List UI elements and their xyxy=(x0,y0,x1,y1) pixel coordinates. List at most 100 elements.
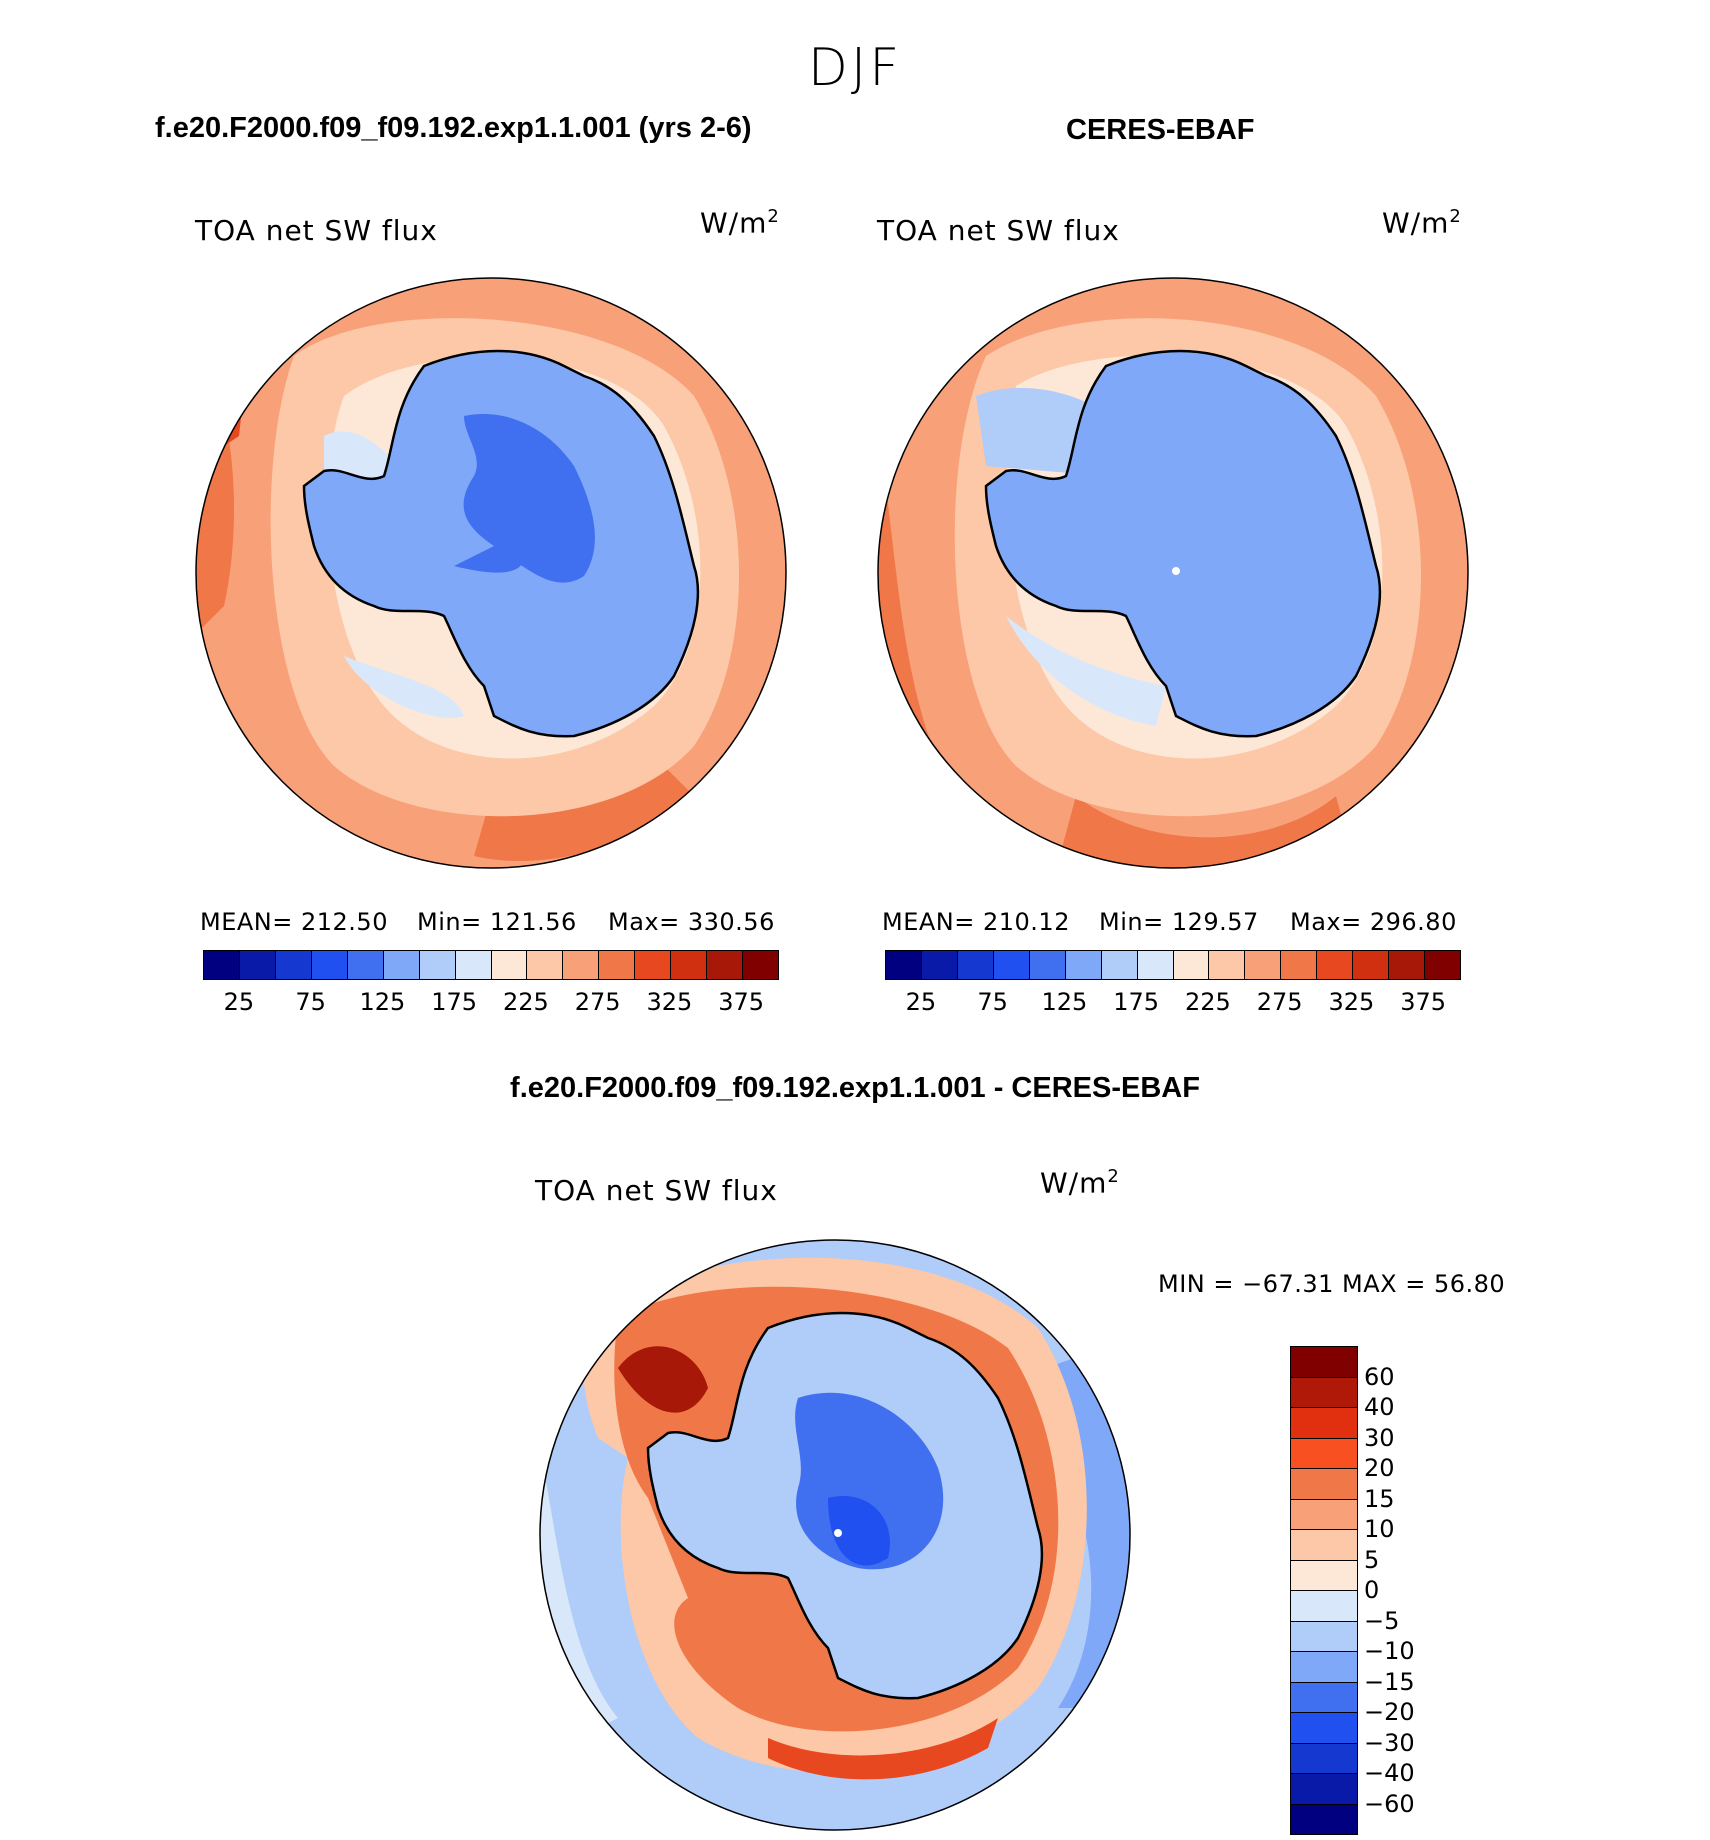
right-min-stat: Min= 129.57 xyxy=(1099,908,1259,936)
right-panel-title: CERES-EBAF xyxy=(1066,114,1255,146)
left-colorbar-swatch-0 xyxy=(204,951,240,979)
left-colorbar-swatch-13 xyxy=(671,951,708,979)
diff-colorbar-label: −30 xyxy=(1364,1728,1415,1757)
right-colorbar-swatch-4 xyxy=(1029,951,1066,979)
right-colorbar-swatch-12 xyxy=(1317,951,1354,979)
right-polar-map xyxy=(877,277,1469,869)
diff-panel-title: f.e20.F2000.f09_f09.192.exp1.1.001 - CER… xyxy=(510,1072,1200,1104)
right-colorbar-tick-label: 225 xyxy=(1184,988,1231,1016)
diff-colorbar-label: −40 xyxy=(1364,1759,1415,1787)
left-colorbar-swatch-14 xyxy=(707,951,744,979)
right-colorbar-tick-label: 25 xyxy=(905,988,937,1016)
diff-colorbar-label: 40 xyxy=(1364,1393,1395,1421)
season-title: DJF xyxy=(807,38,903,98)
right-colorbar-swatch-15 xyxy=(1425,951,1460,979)
diff-colorbar-label: −60 xyxy=(1364,1789,1415,1818)
left-colorbar-swatch-7 xyxy=(455,951,492,979)
right-colorbar-tick-label: 125 xyxy=(1041,988,1088,1016)
right-colorbar-swatch-13 xyxy=(1353,951,1390,979)
left-colorbar-tick-label: 275 xyxy=(574,988,621,1016)
right-colorbar-tick-label: 275 xyxy=(1256,988,1303,1016)
right-colorbar-swatch-0 xyxy=(886,951,922,979)
left-colorbar-swatch-6 xyxy=(419,951,456,979)
diff-colorbar-swatch-11 xyxy=(1291,1682,1357,1713)
left-colorbar-tick-label: 175 xyxy=(431,988,478,1016)
diff-colorbar-swatch-4 xyxy=(1291,1469,1357,1500)
diff-colorbar-swatch-10 xyxy=(1291,1652,1357,1683)
right-colorbar-swatch-8 xyxy=(1173,951,1210,979)
diff-colorbar-label: 20 xyxy=(1364,1454,1395,1482)
left-colorbar-swatch-8 xyxy=(491,951,528,979)
diff-colorbar-label: 30 xyxy=(1364,1423,1395,1452)
right-colorbar-swatch-7 xyxy=(1137,951,1174,979)
left-colorbar-swatch-15 xyxy=(743,951,778,979)
diff-colorbar-label: 60 xyxy=(1364,1362,1395,1391)
right-units-label: W/m2 xyxy=(1382,206,1462,240)
left-colorbar-tick-label: 325 xyxy=(646,988,693,1016)
diff-colorbar-label: 10 xyxy=(1364,1515,1395,1543)
right-colorbar-swatch-11 xyxy=(1281,951,1318,979)
right-mean-stat: MEAN= 210.12 xyxy=(882,908,1070,936)
diff-colorbar-swatch-1 xyxy=(1291,1377,1357,1408)
left-colorbar-tick-label: 25 xyxy=(223,988,255,1016)
right-colorbar-swatch-10 xyxy=(1245,951,1282,979)
left-units-label: W/m2 xyxy=(700,206,780,240)
right-colorbar-swatch-2 xyxy=(957,951,994,979)
diff-colorbar-swatch-9 xyxy=(1291,1621,1357,1652)
diff-colorbar-swatch-7 xyxy=(1291,1560,1357,1591)
left-max-stat: Max= 330.56 xyxy=(608,908,775,936)
diff-colorbar-label: 5 xyxy=(1364,1545,1380,1574)
left-colorbar xyxy=(203,950,779,980)
diff-colorbar-label: −5 xyxy=(1364,1606,1400,1635)
diff-colorbar-label: 0 xyxy=(1364,1576,1380,1604)
diff-colorbar-swatch-14 xyxy=(1291,1774,1357,1805)
left-polar-map xyxy=(195,277,787,869)
diff-colorbar-swatch-3 xyxy=(1291,1438,1357,1469)
right-colorbar-tick-label: 325 xyxy=(1328,988,1375,1016)
diff-colorbar-swatch-6 xyxy=(1291,1530,1357,1561)
left-colorbar-swatch-10 xyxy=(563,951,600,979)
right-colorbar xyxy=(885,950,1461,980)
left-colorbar-swatch-5 xyxy=(383,951,420,979)
diff-colorbar-swatch-0 xyxy=(1291,1347,1357,1378)
diff-colorbar-swatch-12 xyxy=(1291,1713,1357,1744)
left-colorbar-swatch-11 xyxy=(599,951,636,979)
left-colorbar-tick-label: 225 xyxy=(502,988,549,1016)
left-colorbar-swatch-1 xyxy=(239,951,276,979)
left-colorbar-tick-label: 125 xyxy=(359,988,406,1016)
right-variable-label: TOA net SW flux xyxy=(877,214,1120,247)
right-colorbar-swatch-14 xyxy=(1389,951,1426,979)
left-min-stat: Min= 121.56 xyxy=(417,908,577,936)
diff-units-label: W/m2 xyxy=(1040,1166,1120,1200)
left-colorbar-swatch-2 xyxy=(275,951,312,979)
diff-colorbar-label: −10 xyxy=(1364,1637,1415,1665)
diff-colorbar-label: −20 xyxy=(1364,1698,1415,1726)
diff-colorbar-swatch-8 xyxy=(1291,1591,1357,1622)
left-colorbar-swatch-12 xyxy=(635,951,672,979)
left-mean-stat: MEAN= 212.50 xyxy=(200,908,388,936)
left-colorbar-swatch-4 xyxy=(347,951,384,979)
diff-colorbar-swatch-13 xyxy=(1291,1743,1357,1774)
left-colorbar-swatch-3 xyxy=(311,951,348,979)
left-panel-title: f.e20.F2000.f09_f09.192.exp1.1.001 (yrs … xyxy=(155,112,752,144)
left-colorbar-ticks: 25 75 125 175 225 275 325 375 xyxy=(203,988,777,1018)
right-colorbar-tick-label: 375 xyxy=(1400,988,1447,1016)
right-colorbar-swatch-9 xyxy=(1209,951,1246,979)
right-colorbar-tick-label: 175 xyxy=(1113,988,1160,1016)
diff-colorbar-label: 15 xyxy=(1364,1484,1395,1513)
right-colorbar-swatch-6 xyxy=(1101,951,1138,979)
left-colorbar-tick-label: 75 xyxy=(295,988,326,1016)
right-colorbar-tick-label: 75 xyxy=(977,988,1008,1016)
right-colorbar-swatch-3 xyxy=(993,951,1030,979)
diff-colorbar-swatch-5 xyxy=(1291,1499,1357,1530)
diff-colorbar-label: −15 xyxy=(1364,1667,1415,1696)
right-max-stat: Max= 296.80 xyxy=(1290,908,1457,936)
left-colorbar-swatch-9 xyxy=(527,951,564,979)
diff-colorbar-swatch-2 xyxy=(1291,1408,1357,1439)
diff-colorbar xyxy=(1290,1346,1358,1835)
right-colorbar-swatch-1 xyxy=(921,951,958,979)
left-variable-label: TOA net SW flux xyxy=(195,214,438,247)
diff-variable-label: TOA net SW flux xyxy=(535,1174,778,1207)
diff-minmax-label: MIN = −67.31 MAX = 56.80 xyxy=(1158,1270,1506,1298)
diff-polar-map xyxy=(539,1239,1131,1831)
